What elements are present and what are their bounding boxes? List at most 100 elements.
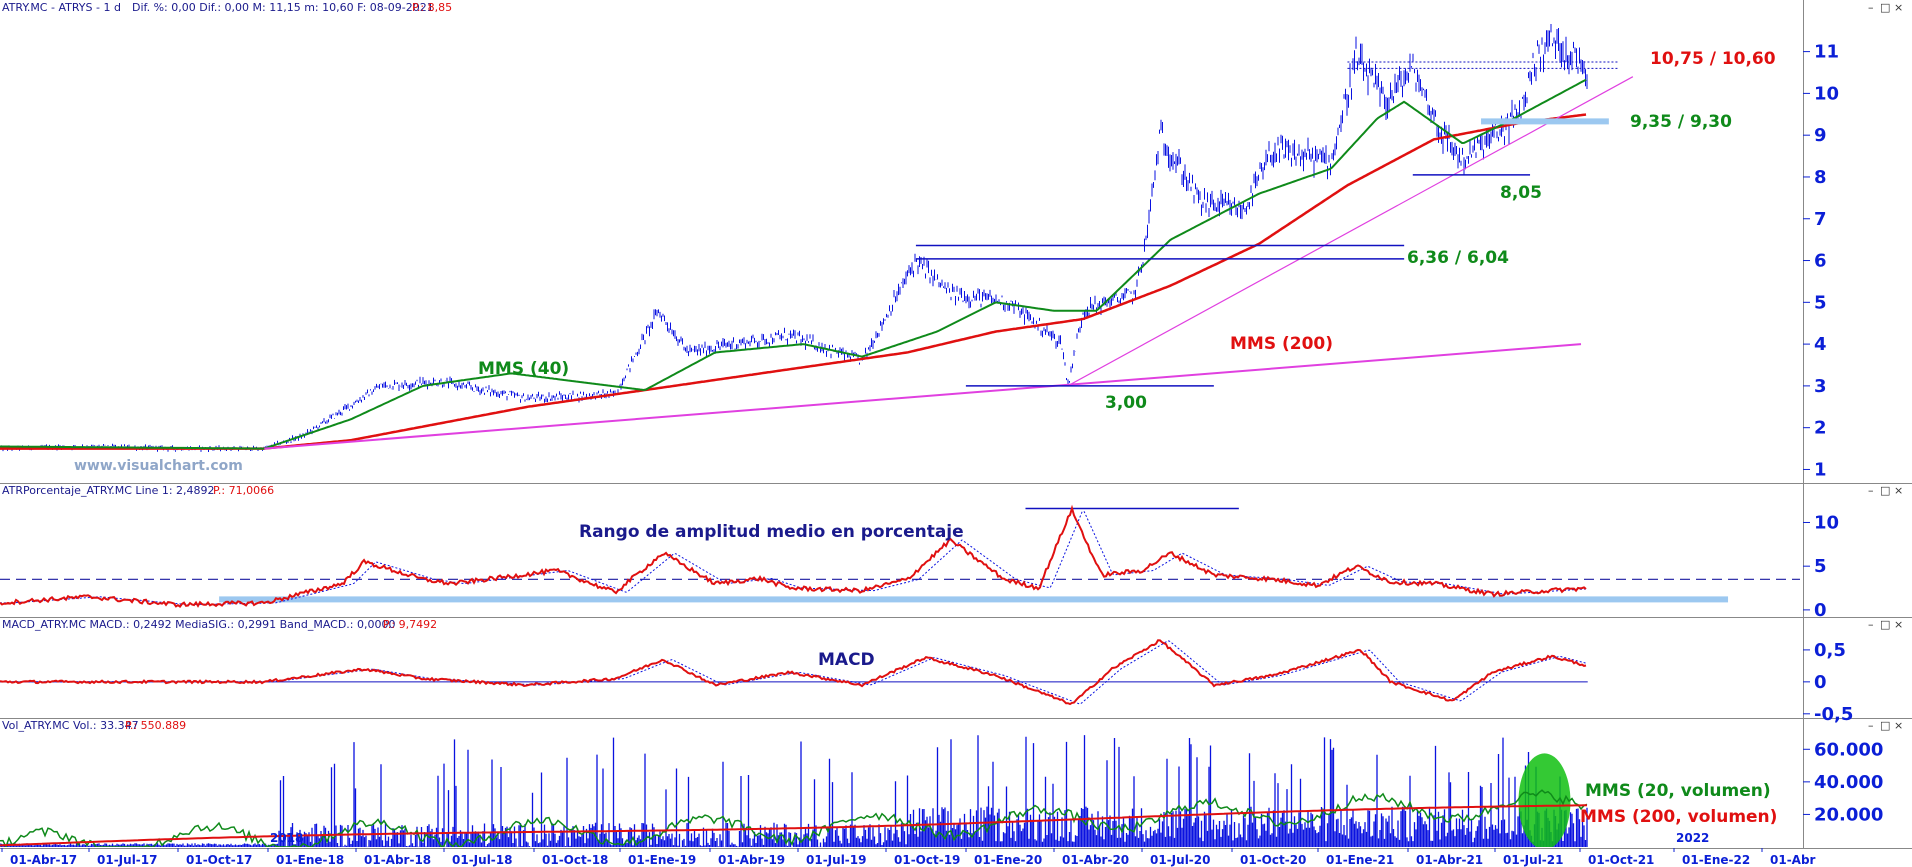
price-header-stats: Dif. %: 0,00 Dif.: 0,00 M: 11,15 m: 10,6… (132, 1, 434, 14)
level-label: 9,35 / 9,30 (1630, 112, 1732, 132)
x-tick-label: 01-Ene-21 (1326, 853, 1394, 867)
y-tick-label: 8 (1814, 167, 1827, 188)
y-tick-label: 5 (1814, 292, 1827, 313)
close-icon[interactable]: × (1894, 618, 1903, 631)
annotations: 10,75 / 10,60 9,35 / 9,30 8,05 6,36 / 6,04 3… (478, 49, 1777, 827)
x-tick-label: 01-Jul-18 (452, 853, 512, 867)
x-tick-label: 01-Abr-18 (364, 853, 431, 867)
macd-panel (0, 639, 1588, 706)
x-tick-label: 01-Jul-20 (1150, 853, 1210, 867)
y-tick-label: 0 (1814, 672, 1827, 693)
watermark: www.visualchart.com (74, 458, 243, 474)
x-tick-label: 01-Abr-20 (1062, 853, 1129, 867)
y-tick-label: 4 (1814, 334, 1827, 355)
x-tick-label: 01-Ene-18 (276, 853, 344, 867)
price-header-series: ATRY.MC - ATRYS - 1 d (2, 1, 121, 14)
y-tick-label: 3 (1814, 376, 1827, 397)
mms200-line (0, 113, 1587, 450)
close-icon[interactable]: × (1894, 1, 1903, 14)
level-band (1481, 118, 1609, 125)
trendline (1067, 76, 1634, 387)
y-tick-label: 9 (1814, 125, 1827, 146)
y-tick-label: 1 (1814, 459, 1827, 480)
x-tick-label: 01-Ene-19 (628, 853, 696, 867)
atr-header-text: ATRPorcentaje_ATRY.MC Line 1: 2,4892 (2, 484, 215, 497)
x-tick-label: 01-Abr-19 (718, 853, 785, 867)
price-header-p: P.: 8,85 (412, 1, 452, 14)
level-label: 10,75 / 10,60 (1650, 49, 1776, 69)
window-controls[interactable]: – □ × – □ × – □ × – □ × (1868, 1, 1903, 732)
vol-mms20-line (0, 789, 1588, 847)
minimize-icon[interactable]: – (1868, 1, 1874, 14)
vol-mms200-label: MMS (200, volumen) (1580, 807, 1777, 827)
x-tick-label: 01-Jul-19 (806, 853, 866, 867)
macd-line (0, 639, 1587, 706)
y-tick-label: 2 (1814, 418, 1827, 439)
year-label-2022: 2022 (1676, 831, 1709, 845)
x-tick-label: 01-Oct-17 (186, 853, 252, 867)
x-tick-label: 01-Ene-22 (1682, 853, 1750, 867)
y-tick-label: 0,5 (1814, 640, 1846, 661)
atr-band (219, 596, 1729, 603)
atr-line (0, 504, 1587, 608)
minimize-icon[interactable]: – (1868, 719, 1874, 732)
macd-header-p: P.: 9,7492 (383, 618, 437, 631)
vol-header: Vol_ATRY.MC Vol.: 33.347 P.: 550.889 (2, 719, 186, 732)
y-tick-label: 10 (1814, 83, 1839, 104)
y-tick-label: 6 (1814, 251, 1827, 272)
y-tick-label: 7 (1814, 209, 1827, 230)
panel-frames (0, 0, 1912, 849)
vol-mms200-line (0, 804, 1587, 847)
maximize-icon[interactable]: □ (1880, 484, 1890, 497)
trendline (264, 343, 1582, 450)
x-tick-label: 01-Oct-19 (894, 853, 960, 867)
volume-highlight (1518, 753, 1571, 847)
vol-mms20-label: MMS (20, volumen) (1585, 781, 1771, 801)
maximize-icon[interactable]: □ (1880, 1, 1890, 14)
level-label: 6,36 / 6,04 (1407, 248, 1509, 268)
vol-header-p: P.: 550.889 (125, 719, 186, 732)
price-panel (0, 24, 1634, 452)
atr-header-p: P.: 71,0066 (213, 484, 274, 497)
y-tick-label: 20.000 (1814, 804, 1883, 825)
macd-title: MACD (818, 650, 875, 670)
atr-panel (0, 504, 1800, 608)
minimize-icon[interactable]: – (1868, 484, 1874, 497)
x-tick-label: 01-Jul-17 (97, 853, 157, 867)
mms40-line (0, 78, 1587, 450)
x-tick-label: 01-Oct-21 (1588, 853, 1654, 867)
axes: 1 2 3 4 5 6 7 8 9 10 11 0 5 10 0 0,5 -0,5 20.000 40.000 60.… (1, 42, 1883, 867)
close-icon[interactable]: × (1894, 719, 1903, 732)
vol-header-text: Vol_ATRY.MC Vol.: 33.347 (2, 719, 139, 732)
volume-bars (0, 735, 1588, 847)
x-tick-label: 01-Oct-20 (1240, 853, 1306, 867)
volume-panel (0, 735, 1588, 847)
x-tick-label: 01-Abr (1770, 853, 1816, 867)
x-tick-label: 01-Oct-18 (542, 853, 608, 867)
minimize-icon[interactable]: – (1868, 618, 1874, 631)
y-tick-label: 40.000 (1814, 772, 1883, 793)
price-bars (0, 24, 1588, 452)
macd-header-text: MACD_ATRY.MC MACD.: 0,2492 MediaSIG.: 0,… (2, 618, 396, 631)
atr-header: ATRPorcentaje_ATRY.MC Line 1: 2,4892 P.:… (2, 484, 274, 497)
level-label: 8,05 (1500, 183, 1542, 203)
maximize-icon[interactable]: □ (1880, 618, 1890, 631)
year-label-2018: 2018 (270, 831, 303, 845)
close-icon[interactable]: × (1894, 484, 1903, 497)
x-tick-label: 01-Abr-21 (1416, 853, 1483, 867)
x-tick-label: 01-Abr-17 (10, 853, 77, 867)
x-tick-label: 01-Ene-20 (974, 853, 1042, 867)
x-tick-label: 01-Jul-21 (1503, 853, 1563, 867)
atr-title: Rango de amplitud medio en porcentaje (579, 522, 964, 542)
y-tick-label: 60.000 (1814, 739, 1883, 760)
maximize-icon[interactable]: □ (1880, 719, 1890, 732)
y-tick-label: 5 (1814, 556, 1827, 577)
macd-header: MACD_ATRY.MC MACD.: 0,2492 MediaSIG.: 0,… (2, 618, 437, 631)
price-header: ATRY.MC - ATRYS - 1 d Dif. %: 0,00 Dif.:… (2, 1, 452, 14)
level-label: 3,00 (1105, 393, 1147, 413)
y-tick-label: 11 (1814, 42, 1839, 63)
mms200-label: MMS (200) (1230, 334, 1333, 354)
y-tick-label: -0,5 (1814, 704, 1853, 725)
mms40-label: MMS (40) (478, 359, 569, 379)
